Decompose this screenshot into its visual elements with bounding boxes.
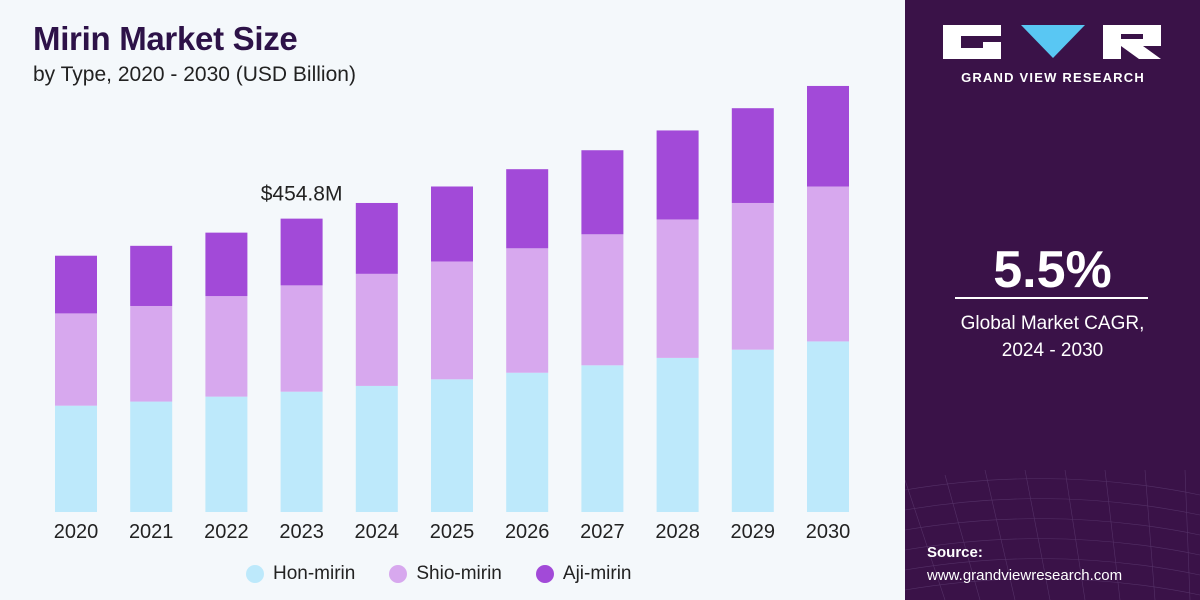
brand-name: GRAND VIEW RESEARCH <box>961 70 1145 85</box>
bar-aji-mirin-2027 <box>581 150 624 235</box>
cagr-divider <box>955 297 1148 299</box>
bar-hon-mirin-2030 <box>807 341 849 512</box>
bar-hon-mirin-2028 <box>656 357 699 512</box>
sidebar-panel: GRAND VIEW RESEARCH 5.5% Global Market C… <box>905 0 1200 600</box>
bar-hon-mirin-2022 <box>205 396 248 512</box>
cagr-label-line-1: Global Market CAGR, <box>960 313 1145 334</box>
bar-hon-mirin-2029 <box>731 349 774 512</box>
chart-subtitle: by Type, 2020 - 2030 (USD Billion) <box>33 63 356 86</box>
legend-label-shio-mirin: Shio-mirin <box>416 563 502 584</box>
legend-swatch-hon-mirin <box>246 565 264 583</box>
gvr-logo-icon <box>943 25 1161 59</box>
chart-area: Mirin Market Size by Type, 2020 - 2030 (… <box>33 20 851 585</box>
bar-shio-mirin-2022 <box>205 296 248 397</box>
cagr-label-line-2: 2024 - 2030 <box>1001 340 1104 361</box>
bar-aji-mirin-2021 <box>130 245 173 306</box>
cagr-label: Global Market CAGR, 2024 - 2030 <box>905 310 1200 364</box>
bar-aji-mirin-2022 <box>205 232 248 297</box>
source-label: Source: <box>927 544 983 561</box>
bar-aji-mirin-2029 <box>731 108 774 203</box>
bar-shio-mirin-2020 <box>55 313 97 406</box>
decorative-grid-pattern <box>905 470 1200 600</box>
bar-hon-mirin-2024 <box>355 385 398 512</box>
legend-label-aji-mirin: Aji-mirin <box>562 563 632 584</box>
bar-aji-mirin-2028 <box>656 130 699 220</box>
bar-shio-mirin-2021 <box>130 305 173 402</box>
bar-hon-mirin-2020 <box>55 405 97 512</box>
bar-hon-mirin-2027 <box>581 365 624 512</box>
bar-aji-mirin-2020 <box>55 255 97 314</box>
bar-shio-mirin-2027 <box>581 234 624 366</box>
legend-swatch-shio-mirin <box>389 565 408 583</box>
bar-aji-mirin-2025 <box>431 186 473 262</box>
x-tick-label-2022: 2022 <box>204 521 249 543</box>
x-tick-label-2024: 2024 <box>355 521 400 543</box>
x-tick-label-2030: 2030 <box>806 521 851 543</box>
bar-shio-mirin-2025 <box>431 261 473 380</box>
bar-shio-mirin-2024 <box>355 273 398 386</box>
legend-item-aji-mirin: Aji-mirin <box>535 563 632 585</box>
source-url: www.grandviewresearch.com <box>927 567 1123 584</box>
x-tick-label-2023: 2023 <box>279 521 324 543</box>
legend-swatch-aji-mirin <box>535 565 554 583</box>
chart-title: Mirin Market Size <box>33 20 298 57</box>
data-label-2023: $454.8M <box>261 183 343 206</box>
x-tick-label-2021: 2021 <box>129 521 174 543</box>
legend-item-hon-mirin: Hon-mirin <box>246 563 355 585</box>
bar-aji-mirin-2023 <box>280 218 323 286</box>
legend-item-shio-mirin: Shio-mirin <box>389 563 502 585</box>
x-tick-label-2026: 2026 <box>505 521 550 543</box>
bar-hon-mirin-2023 <box>280 391 323 512</box>
x-tick-label-2027: 2027 <box>580 521 625 543</box>
x-tick-label-2029: 2029 <box>731 521 776 543</box>
bar-aji-mirin-2030 <box>807 85 849 187</box>
bar-shio-mirin-2030 <box>807 186 849 342</box>
bar-aji-mirin-2026 <box>506 169 549 249</box>
x-tick-label-2028: 2028 <box>655 521 700 543</box>
bar-shio-mirin-2026 <box>506 248 549 373</box>
bar-aji-mirin-2024 <box>355 202 398 274</box>
x-tick-label-2020: 2020 <box>54 521 99 543</box>
cagr-value: 5.5% <box>993 241 1112 299</box>
bar-shio-mirin-2023 <box>280 285 323 392</box>
bar-shio-mirin-2028 <box>656 219 699 358</box>
legend: Hon-mirin Shio-mirin Aji-mirin <box>246 563 632 585</box>
bar-hon-mirin-2025 <box>431 379 473 512</box>
bar-hon-mirin-2021 <box>130 401 173 512</box>
bar-shio-mirin-2029 <box>731 202 774 350</box>
stacked-bar-chart: 2020 2021 2022 2023 2024 2025 2026 2027 2028 2029… <box>54 85 851 543</box>
bar-hon-mirin-2026 <box>506 372 549 512</box>
x-tick-label-2025: 2025 <box>430 521 475 543</box>
legend-label-hon-mirin: Hon-mirin <box>273 563 356 584</box>
